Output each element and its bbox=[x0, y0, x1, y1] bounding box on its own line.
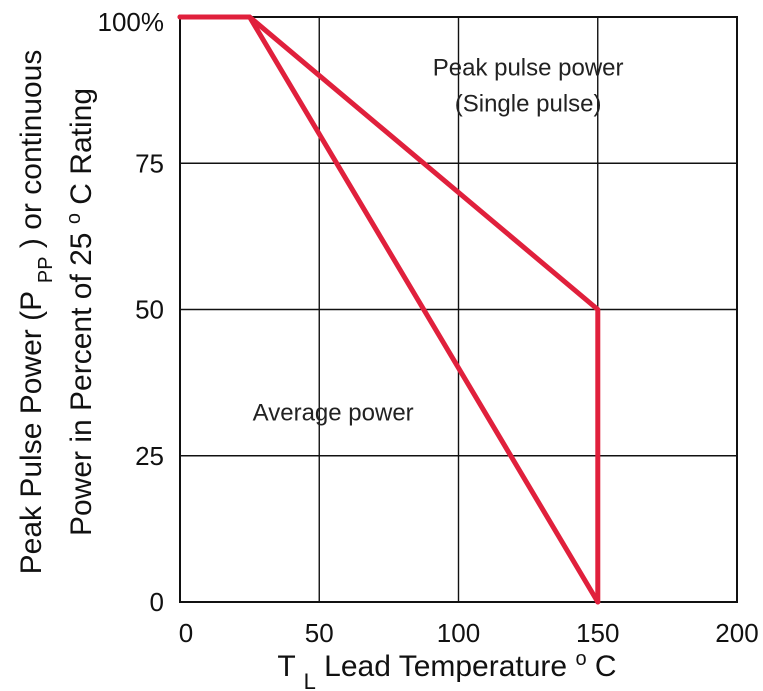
x-axis-title-unit: C bbox=[595, 650, 617, 683]
x-axis-title-subscript: L bbox=[304, 669, 316, 691]
y-tick-label-2: 50 bbox=[135, 295, 164, 325]
x-axis-title-main: Lead Temperature bbox=[324, 650, 575, 683]
x-axis-title-degree: o bbox=[575, 648, 586, 670]
y-axis-title-line-1-subscript: PP bbox=[35, 256, 57, 283]
y-tick-label-3: 75 bbox=[135, 148, 164, 178]
x-tick-label-3: 150 bbox=[576, 618, 619, 648]
y-tick-label-4: 100% bbox=[98, 7, 165, 37]
y-axis-title-line-2-prefix: Power in Percent of 25 bbox=[65, 224, 98, 536]
x-tick-labels: 0 50 100 150 200 bbox=[179, 618, 759, 648]
annotation-1-line-0: Average power bbox=[253, 400, 414, 427]
y-axis-title-line-1-prefix: Peak Pulse Power (P bbox=[15, 291, 48, 574]
series-layer bbox=[177, 14, 601, 605]
x-tick-label-4: 200 bbox=[715, 618, 758, 648]
annotation-0: Peak pulse power (Single pulse) bbox=[433, 55, 624, 118]
plot-frame bbox=[179, 16, 738, 603]
y-axis-title-line-2-degree: o bbox=[63, 213, 85, 224]
y-axis-title-line-2-suffix: C Rating bbox=[65, 88, 98, 205]
y-axis-title-line-1-suffix: ) or continuous bbox=[15, 50, 48, 248]
y-tick-labels: 0 25 50 75 100% bbox=[98, 7, 165, 617]
x-tick-label-2: 100 bbox=[437, 618, 480, 648]
annotation-0-line-0: Peak pulse power bbox=[433, 55, 624, 82]
y-tick-label-0: 0 bbox=[150, 587, 164, 617]
annotation-1: Average power bbox=[253, 400, 414, 427]
series-line-1 bbox=[177, 14, 601, 605]
y-axis-title: Peak Pulse Power (P PP ) or continuous P… bbox=[15, 50, 98, 575]
annotation-0-line-1: (Single pulse) bbox=[455, 91, 602, 118]
annotation-layer: Peak pulse power (Single pulse) Average po… bbox=[253, 55, 624, 427]
y-axis-title-line-1: Peak Pulse Power (P PP ) or continuous bbox=[15, 50, 57, 575]
x-axis-title-prefix: T bbox=[277, 650, 295, 683]
x-tick-label-1: 50 bbox=[305, 618, 334, 648]
x-axis-title: T L Lead Temperature o C bbox=[277, 648, 616, 691]
y-tick-label-1: 25 bbox=[135, 441, 164, 471]
y-axis-title-line-2: Power in Percent of 25 o C Rating bbox=[63, 88, 98, 536]
x-tick-label-0: 0 bbox=[179, 618, 193, 648]
